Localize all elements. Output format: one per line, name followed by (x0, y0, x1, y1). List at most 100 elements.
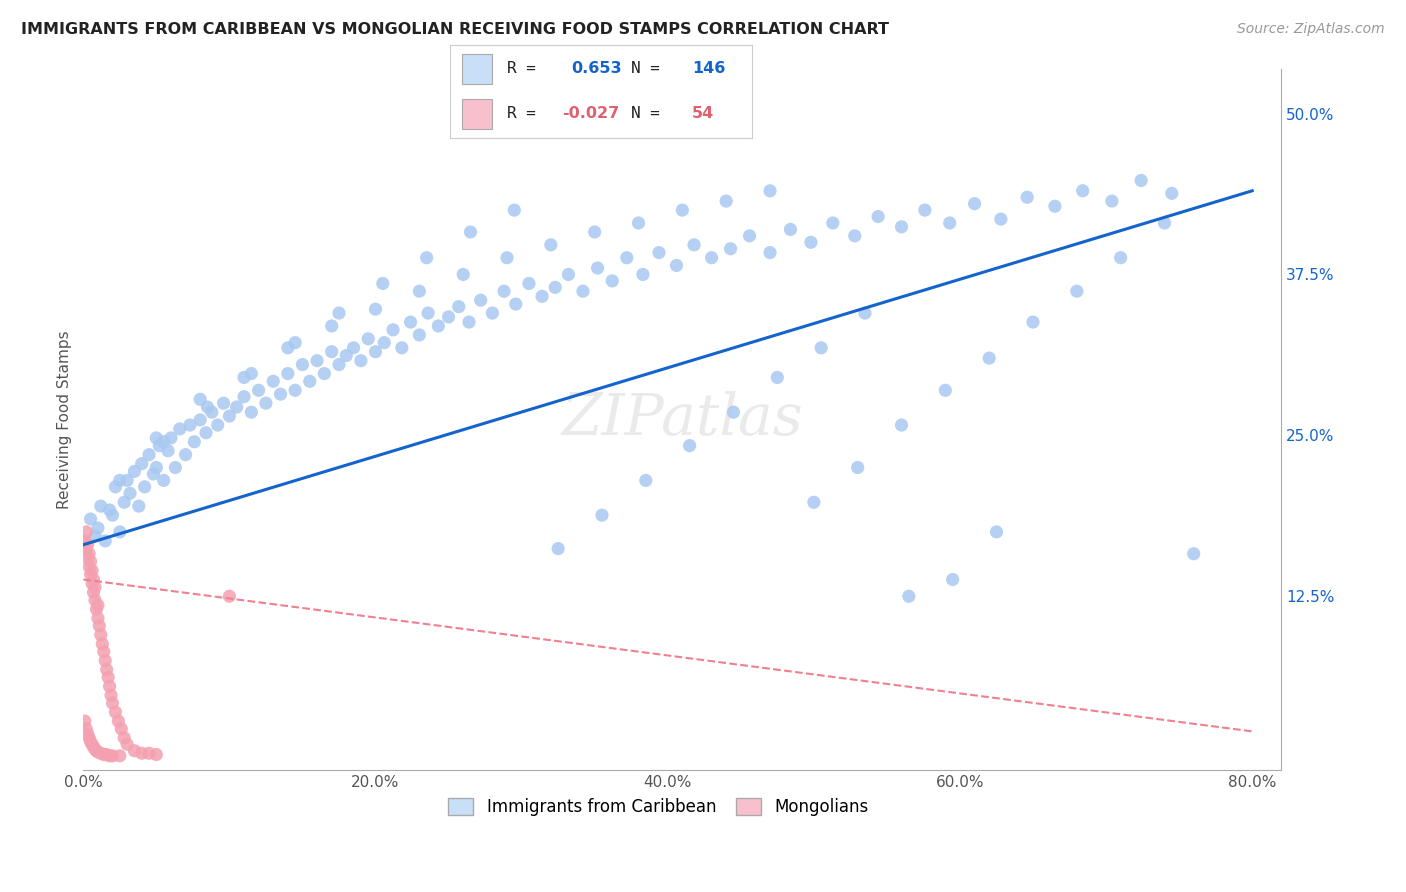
Point (517, 277, 540, 291)
Point (557, 268, 579, 282)
Point (600, 274, 623, 288)
Point (83, 573, 105, 587)
Point (779, 222, 801, 236)
Point (179, 418, 201, 433)
Point (328, 358, 350, 372)
Point (96, 747, 118, 762)
Point (277, 367, 299, 381)
Text: N =: N = (631, 62, 669, 77)
Point (104, 480, 127, 494)
Point (138, 746, 160, 760)
Point (128, 499, 150, 513)
Legend: Immigrants from Caribbean, Mongolians: Immigrants from Caribbean, Mongolians (440, 790, 877, 825)
Point (108, 748, 131, 763)
Point (665, 259, 688, 273)
Point (80, 737, 103, 751)
Text: -0.027: -0.027 (562, 106, 619, 121)
Point (531, 289, 554, 303)
Text: N =: N = (631, 106, 669, 121)
Text: 54: 54 (692, 106, 714, 121)
Point (505, 297, 527, 311)
Point (481, 306, 503, 320)
Point (87, 745, 110, 759)
Point (73, 714, 96, 728)
Point (399, 315, 422, 329)
Point (321, 318, 343, 333)
Point (112, 495, 135, 509)
Text: R =: R = (508, 62, 546, 77)
Point (83, 585, 105, 599)
Point (714, 194, 737, 208)
Point (108, 474, 131, 488)
Point (165, 460, 187, 475)
Point (91, 637, 114, 651)
Point (75, 541, 97, 556)
Point (233, 370, 256, 384)
Point (262, 374, 284, 388)
Point (110, 722, 132, 736)
Point (427, 318, 450, 333)
Point (247, 384, 270, 398)
Point (131, 457, 153, 471)
Point (124, 464, 146, 478)
Point (77, 547, 100, 561)
Point (138, 448, 160, 462)
Point (938, 216, 960, 230)
Point (240, 405, 263, 419)
Point (148, 439, 170, 453)
Point (844, 228, 866, 243)
Point (371, 277, 394, 291)
Point (240, 367, 263, 381)
Point (382, 323, 405, 337)
Point (460, 225, 482, 239)
Point (93, 747, 115, 762)
Point (821, 216, 844, 230)
Point (634, 474, 657, 488)
Point (75, 524, 97, 539)
Point (174, 448, 197, 462)
Point (84, 593, 107, 607)
Point (104, 705, 127, 719)
Point (723, 405, 745, 419)
Point (108, 524, 131, 539)
Point (1160, 186, 1182, 201)
Point (169, 422, 191, 436)
Point (101, 696, 124, 710)
Point (107, 714, 129, 728)
Point (84, 529, 107, 543)
Point (470, 293, 492, 308)
Point (101, 508, 124, 523)
Point (391, 341, 413, 355)
Point (134, 480, 156, 494)
Point (990, 212, 1012, 227)
Text: 0.653: 0.653 (571, 62, 621, 77)
Point (357, 332, 380, 346)
Point (93, 644, 115, 658)
Point (76, 550, 98, 565)
Point (810, 341, 832, 355)
Point (1017, 190, 1039, 204)
Point (86, 602, 108, 616)
Point (408, 284, 430, 298)
Point (124, 744, 146, 758)
Point (890, 219, 912, 234)
Point (350, 353, 373, 368)
Point (503, 203, 526, 218)
Point (373, 335, 395, 350)
Point (86, 744, 108, 758)
Point (342, 341, 364, 355)
Point (79, 734, 101, 748)
Point (98, 748, 121, 763)
Point (291, 358, 314, 372)
Point (145, 460, 167, 475)
Point (84, 580, 107, 594)
Point (212, 396, 235, 410)
Text: 146: 146 (692, 62, 725, 77)
Point (80, 564, 103, 578)
Point (76, 727, 98, 741)
Point (112, 731, 135, 745)
Point (157, 443, 180, 458)
Point (87, 521, 110, 535)
Point (284, 384, 307, 398)
Point (89, 619, 111, 633)
